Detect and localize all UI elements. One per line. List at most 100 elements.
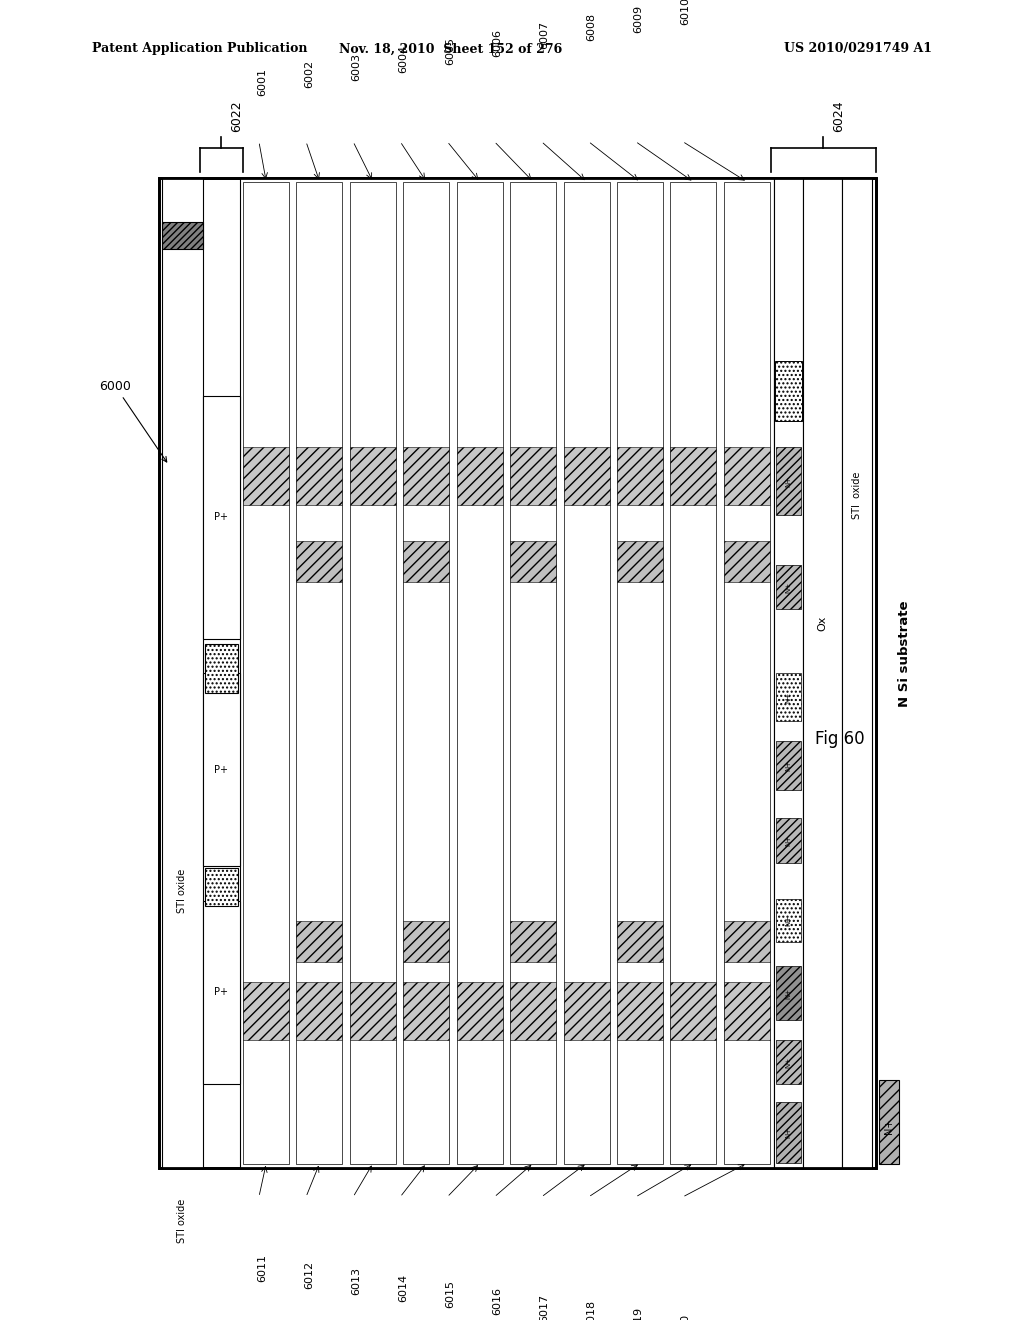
- Bar: [803, 178, 842, 1168]
- Bar: [776, 966, 801, 1020]
- Bar: [617, 921, 663, 962]
- Bar: [724, 182, 770, 1164]
- Bar: [243, 182, 289, 1164]
- Bar: [457, 182, 503, 1164]
- Bar: [776, 818, 801, 863]
- Bar: [403, 182, 450, 1164]
- Bar: [159, 178, 876, 1168]
- Bar: [350, 982, 395, 1040]
- Text: 6000: 6000: [99, 380, 167, 462]
- Bar: [510, 182, 556, 1164]
- Bar: [205, 869, 238, 906]
- Bar: [724, 982, 770, 1040]
- Bar: [203, 673, 240, 866]
- Bar: [617, 541, 663, 582]
- Bar: [510, 982, 556, 1040]
- Bar: [162, 222, 203, 249]
- Text: 6014: 6014: [398, 1274, 408, 1302]
- Text: 6008: 6008: [586, 13, 596, 41]
- Bar: [296, 982, 342, 1040]
- Bar: [776, 1040, 801, 1084]
- Bar: [243, 447, 289, 504]
- Text: N+: N+: [785, 582, 792, 593]
- Text: P+: P+: [214, 764, 228, 775]
- Text: N+: N+: [785, 475, 792, 487]
- Bar: [240, 178, 774, 1168]
- Text: N+: N+: [785, 1057, 792, 1068]
- Text: 6018: 6018: [586, 1300, 596, 1320]
- Text: Fig 60: Fig 60: [815, 730, 864, 748]
- Bar: [243, 982, 289, 1040]
- Bar: [776, 447, 801, 515]
- Text: N+: N+: [785, 915, 792, 927]
- Bar: [776, 741, 801, 789]
- Bar: [563, 982, 609, 1040]
- Text: N+: N+: [785, 692, 792, 702]
- Text: N Si substrate: N Si substrate: [898, 601, 910, 706]
- Bar: [563, 447, 609, 504]
- Bar: [775, 362, 802, 421]
- Text: 6010: 6010: [680, 0, 690, 25]
- Bar: [403, 447, 450, 504]
- Text: 6007: 6007: [540, 21, 549, 49]
- Bar: [776, 899, 801, 942]
- Bar: [671, 182, 717, 1164]
- Text: 6001: 6001: [257, 69, 267, 96]
- Text: 6022: 6022: [230, 100, 243, 132]
- Bar: [350, 182, 395, 1164]
- Bar: [205, 644, 238, 693]
- Text: N+: N+: [785, 836, 792, 846]
- Bar: [296, 541, 342, 582]
- Text: STI  oxide: STI oxide: [852, 471, 862, 519]
- Text: 6011: 6011: [257, 1254, 267, 1282]
- Text: 6005: 6005: [445, 37, 455, 65]
- Text: P+: P+: [214, 987, 228, 998]
- Bar: [774, 178, 803, 1168]
- Text: 6019: 6019: [633, 1307, 643, 1320]
- Bar: [457, 982, 503, 1040]
- Text: N+: N+: [785, 987, 792, 998]
- Text: US 2010/0291749 A1: US 2010/0291749 A1: [783, 42, 932, 55]
- Text: 6004: 6004: [398, 45, 408, 73]
- Text: Nov. 18, 2010  Sheet 152 of 276: Nov. 18, 2010 Sheet 152 of 276: [339, 42, 562, 55]
- Bar: [671, 447, 717, 504]
- Bar: [842, 178, 872, 1168]
- Text: 6024: 6024: [833, 100, 845, 132]
- Bar: [776, 673, 801, 721]
- Bar: [671, 982, 717, 1040]
- Bar: [776, 565, 801, 609]
- Bar: [510, 447, 556, 504]
- Text: P+: P+: [214, 512, 228, 523]
- Bar: [563, 182, 609, 1164]
- Bar: [724, 541, 770, 582]
- Bar: [879, 1080, 899, 1164]
- Bar: [776, 1102, 801, 1163]
- Text: STI oxide: STI oxide: [177, 869, 187, 913]
- Bar: [403, 982, 450, 1040]
- Text: 6013: 6013: [351, 1267, 361, 1295]
- Bar: [510, 541, 556, 582]
- Bar: [296, 921, 342, 962]
- Bar: [617, 982, 663, 1040]
- Text: N+: N+: [884, 1119, 894, 1134]
- Text: Ox: Ox: [817, 616, 827, 631]
- Text: 6012: 6012: [304, 1261, 314, 1288]
- Bar: [457, 447, 503, 504]
- Text: N+: N+: [785, 1127, 792, 1138]
- Bar: [617, 447, 663, 504]
- Text: 6017: 6017: [540, 1294, 549, 1320]
- Bar: [203, 900, 240, 1084]
- Text: STI oxide: STI oxide: [177, 1199, 187, 1243]
- Bar: [403, 541, 450, 582]
- Bar: [162, 178, 203, 1168]
- Bar: [617, 182, 663, 1164]
- Text: 6009: 6009: [633, 5, 643, 33]
- Bar: [350, 447, 395, 504]
- Text: 6016: 6016: [493, 1287, 502, 1315]
- Bar: [403, 921, 450, 962]
- Text: Patent Application Publication: Patent Application Publication: [92, 42, 307, 55]
- Bar: [159, 178, 876, 1168]
- Bar: [203, 396, 240, 639]
- Bar: [724, 921, 770, 962]
- Bar: [296, 447, 342, 504]
